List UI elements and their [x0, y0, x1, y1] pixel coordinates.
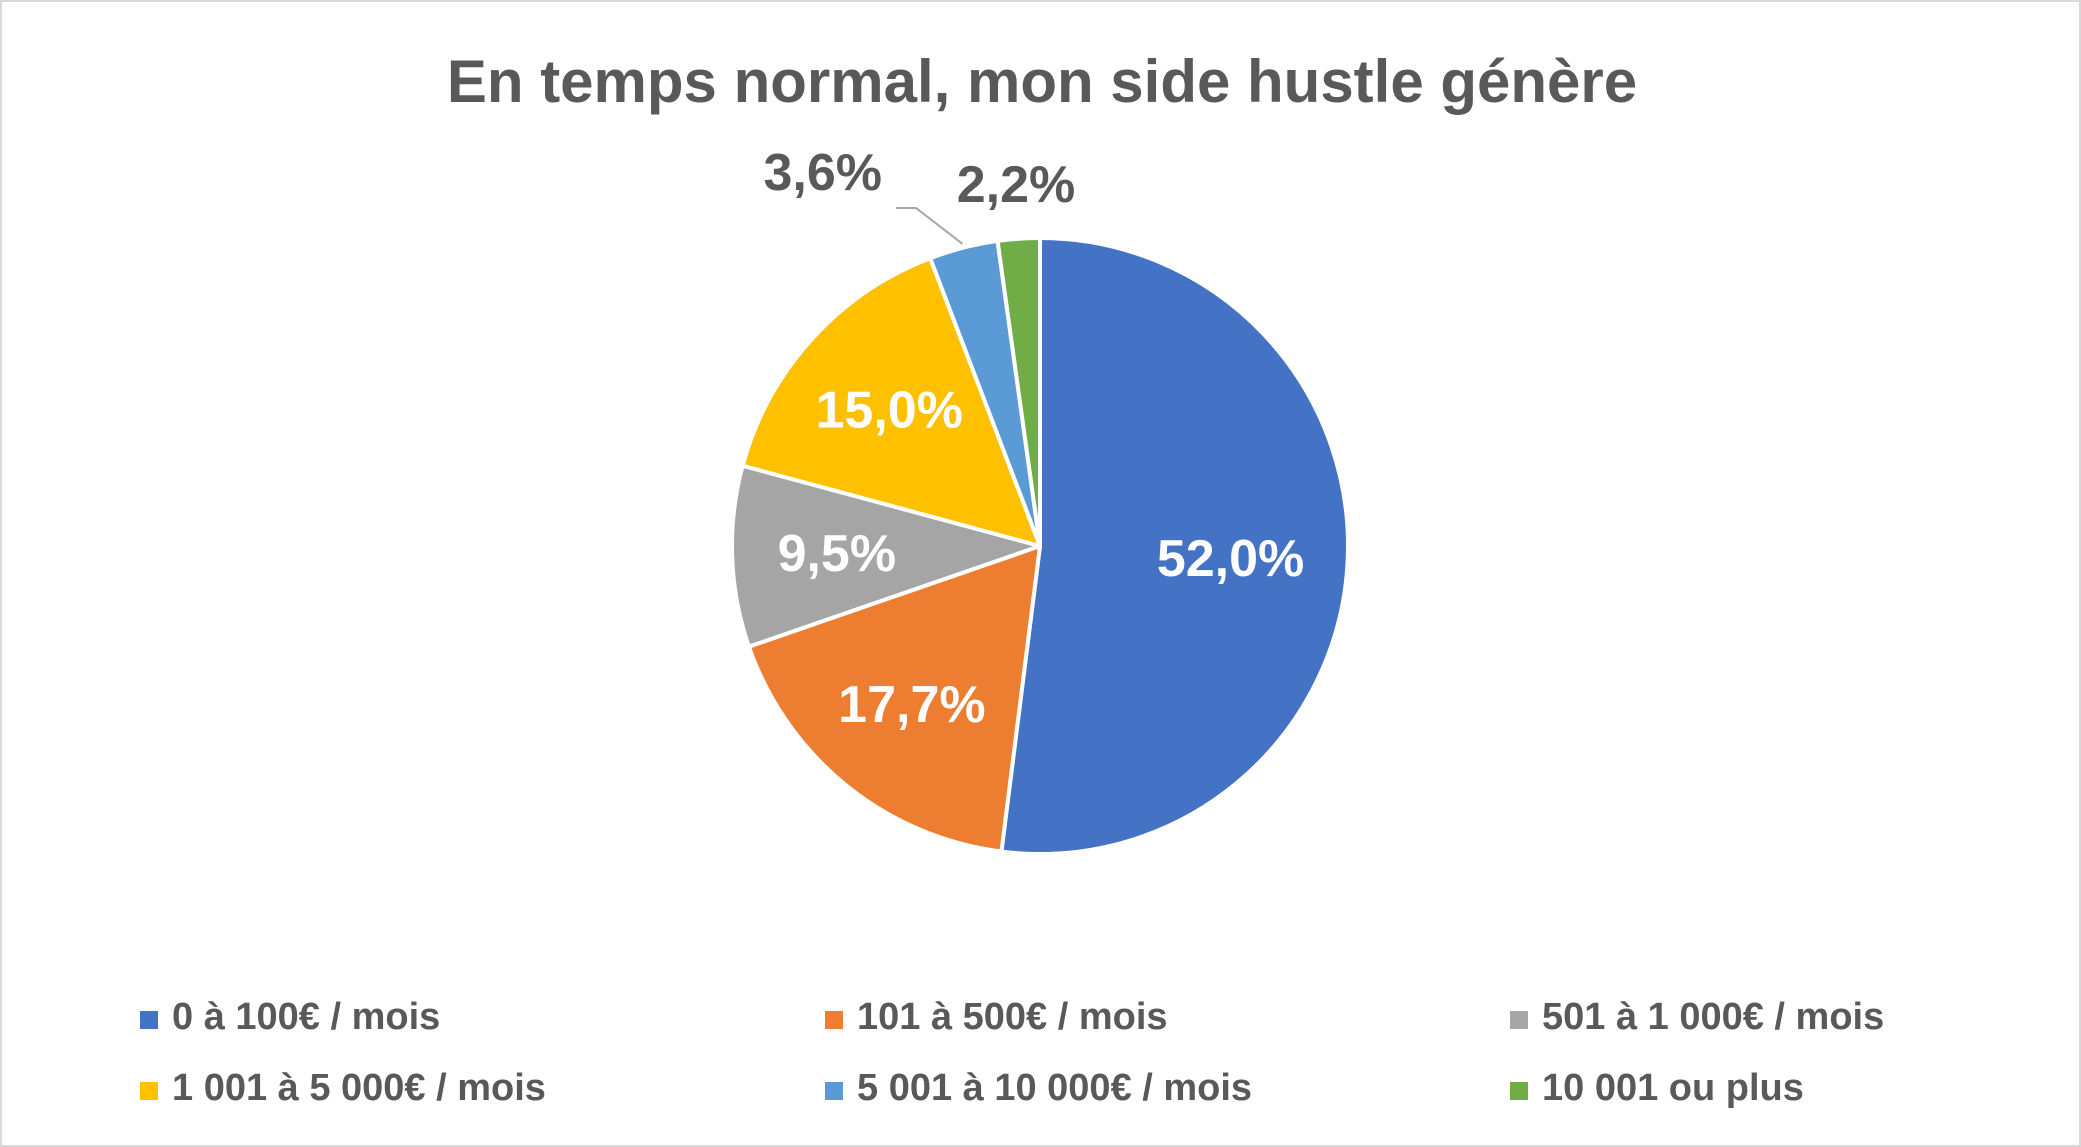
data-label-101-a-500eur-mois: 17,7% [838, 676, 985, 734]
data-label-10-001-ou-plus: 2,2% [957, 156, 1076, 214]
legend-item-1-001-a-5-000eur-mois: 1 001 à 5 000€ / mois [140, 1067, 546, 1109]
legend-swatch-501-a-1-000eur-mois [1510, 1011, 1528, 1029]
pie-slice-1-001-a-5-000eur-mois [740, 256, 1042, 548]
legend-item-501-a-1-000eur-mois: 501 à 1 000€ / mois [1510, 996, 1884, 1038]
legend-label-101-a-500eur-mois: 101 à 500€ / mois [857, 996, 1168, 1038]
legend-swatch-5-001-a-10-000eur-mois [825, 1082, 843, 1100]
legend-label-5-001-a-10-000eur-mois: 5 001 à 10 000€ / mois [857, 1067, 1252, 1109]
leader-line-5-001-a-10-000eur-mois [896, 207, 964, 245]
legend-swatch-10-001-ou-plus [1510, 1082, 1528, 1100]
pie-slices [730, 236, 1350, 856]
legend-swatch-1-001-a-5-000eur-mois [140, 1082, 158, 1100]
legend-item-5-001-a-10-000eur-mois: 5 001 à 10 000€ / mois [825, 1067, 1252, 1109]
data-label-5-001-a-10-000eur-mois: 3,6% [763, 144, 882, 202]
pie-slice-0-a-100eur-mois [999, 236, 1350, 856]
legend-swatch-101-a-500eur-mois [825, 1011, 843, 1029]
data-label-501-a-1-000eur-mois: 9,5% [778, 525, 897, 583]
legend-swatch-0-a-100eur-mois [140, 1011, 158, 1029]
legend-item-0-a-100eur-mois: 0 à 100€ / mois [140, 996, 440, 1038]
data-label-1-001-a-5-000eur-mois: 15,0% [815, 382, 962, 440]
chart-title: En temps normal, mon side hustle génère [447, 48, 1637, 115]
legend-item-101-a-500eur-mois: 101 à 500€ / mois [825, 996, 1168, 1038]
legend-label-1-001-a-5-000eur-mois: 1 001 à 5 000€ / mois [172, 1067, 546, 1109]
pie-slice-501-a-1-000eur-mois [730, 463, 1042, 649]
legend-item-10-001-ou-plus: 10 001 ou plus [1510, 1067, 1804, 1109]
pie-data-labels: 52,0% 17,7% 9,5% 15,0% 3,6% 2,2% [763, 144, 1304, 734]
data-label-0-a-100eur-mois: 52,0% [1157, 530, 1304, 588]
legend-label-501-a-1-000eur-mois: 501 à 1 000€ / mois [1542, 996, 1884, 1038]
chart-legend: 0 à 100€ / mois 101 à 500€ / mois 501 à 1 … [140, 996, 1884, 1109]
legend-label-10-001-ou-plus: 10 001 ou plus [1542, 1067, 1804, 1109]
legend-label-0-a-100eur-mois: 0 à 100€ / mois [172, 996, 440, 1038]
pie-slice-10-001-ou-plus [995, 236, 1042, 548]
